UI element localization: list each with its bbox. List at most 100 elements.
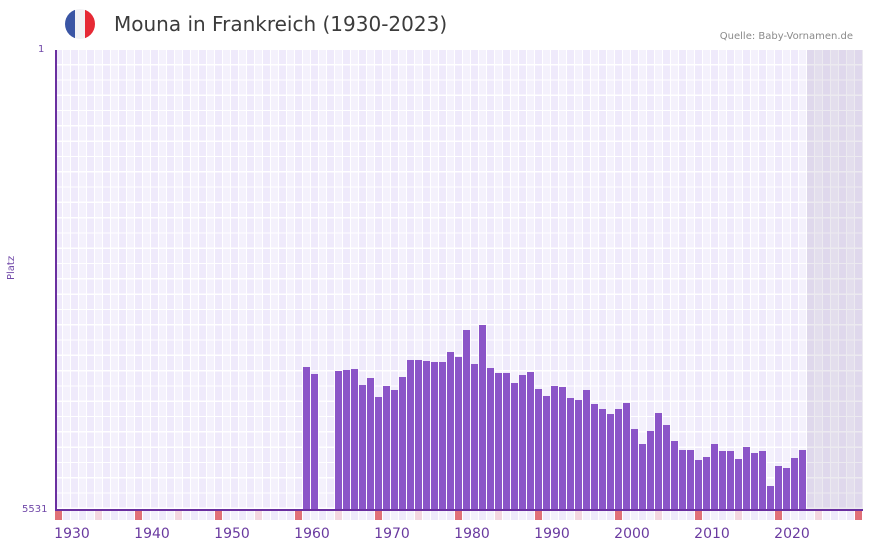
bar-2015[interactable] [743,447,750,510]
bar-1990[interactable] [543,396,550,510]
source-credit: Quelle: Baby-Vornamen.de [719,31,853,42]
grid-column [119,50,127,510]
year-marker [511,511,518,520]
bar-1976[interactable] [431,362,438,510]
bar-1972[interactable] [399,376,406,510]
bar-1981[interactable] [471,364,478,510]
x-tick-1970: 1970 [374,526,410,542]
bar-1988[interactable] [527,372,534,510]
grid-column [655,50,663,510]
grid-column [719,50,727,510]
bar-1982[interactable] [479,325,486,510]
year-marker [263,511,270,520]
bar-1998[interactable] [607,414,614,510]
bar-1969[interactable] [375,397,382,510]
bar-2001[interactable] [631,429,638,510]
year-marker [567,511,574,520]
bar-1965[interactable] [343,370,350,510]
year-marker [815,511,822,520]
bar-1985[interactable] [503,372,510,510]
bar-1999[interactable] [615,409,622,510]
bar-2005[interactable] [663,425,670,510]
bar-1975[interactable] [423,361,430,510]
bar-1974[interactable] [415,360,422,510]
bar-1971[interactable] [391,390,398,510]
bar-2020[interactable] [783,468,790,510]
x-axis-line [55,509,863,511]
bar-2004[interactable] [655,413,662,510]
bar-2002[interactable] [639,444,646,510]
bar-2000[interactable] [623,403,630,510]
year-marker [231,511,238,520]
flag-stripe-blue [65,9,75,39]
bar-1970[interactable] [383,386,390,510]
year-marker [399,511,406,520]
bar-1966[interactable] [351,369,358,510]
bar-1996[interactable] [591,404,598,510]
grid-column [71,50,79,510]
year-marker [535,511,542,520]
bar-2013[interactable] [727,451,734,510]
year-marker [527,511,534,520]
grid-column [519,50,527,510]
year-marker [431,511,438,520]
bar-1960[interactable] [303,367,310,510]
bar-1987[interactable] [519,374,526,510]
grid-column [743,50,751,510]
year-marker [671,511,678,520]
bar-1995[interactable] [583,390,590,510]
bar-1973[interactable] [407,360,414,510]
year-marker [591,511,598,520]
bar-1964[interactable] [335,371,342,510]
grid-column [615,50,623,510]
bar-1961[interactable] [311,373,318,510]
bar-2022[interactable] [799,450,806,510]
grid-column [679,50,687,510]
year-marker [359,511,366,520]
bar-2021[interactable] [791,458,798,510]
bar-1994[interactable] [575,400,582,510]
year-marker [599,511,606,520]
bar-1977[interactable] [439,362,446,510]
bar-1997[interactable] [599,409,606,510]
bar-2008[interactable] [687,450,694,510]
bar-2018[interactable] [767,486,774,510]
bar-1967[interactable] [359,385,366,510]
bar-2012[interactable] [719,451,726,510]
bar-1980[interactable] [463,329,470,510]
year-marker [119,511,126,520]
bar-2014[interactable] [735,459,742,510]
year-marker [351,511,358,520]
bar-2011[interactable] [711,444,718,510]
grid-column [191,50,199,510]
year-marker [215,511,222,520]
bar-1993[interactable] [567,398,574,510]
year-marker [623,511,630,520]
bar-2019[interactable] [775,466,782,510]
bar-1968[interactable] [367,377,374,510]
grid-column [455,50,463,510]
bar-1989[interactable] [535,389,542,510]
bar-1983[interactable] [487,368,494,510]
grid-column [711,50,719,510]
bar-1984[interactable] [495,372,502,510]
grid-column [695,50,703,510]
bar-1991[interactable] [551,386,558,510]
grid-column [351,50,359,510]
year-marker [407,511,414,520]
bar-2016[interactable] [751,453,758,510]
bar-2009[interactable] [695,460,702,510]
bar-2007[interactable] [679,450,686,510]
bar-1979[interactable] [455,357,462,510]
bar-2017[interactable] [759,451,766,510]
year-marker [159,511,166,520]
bar-2010[interactable] [703,457,710,510]
bar-1992[interactable] [559,387,566,510]
bar-1978[interactable] [447,352,454,510]
bar-2003[interactable] [647,431,654,510]
bar-1986[interactable] [511,383,518,510]
bar-2006[interactable] [671,441,678,510]
year-marker [479,511,486,520]
grid-column [423,50,431,510]
grid-column [495,50,503,510]
